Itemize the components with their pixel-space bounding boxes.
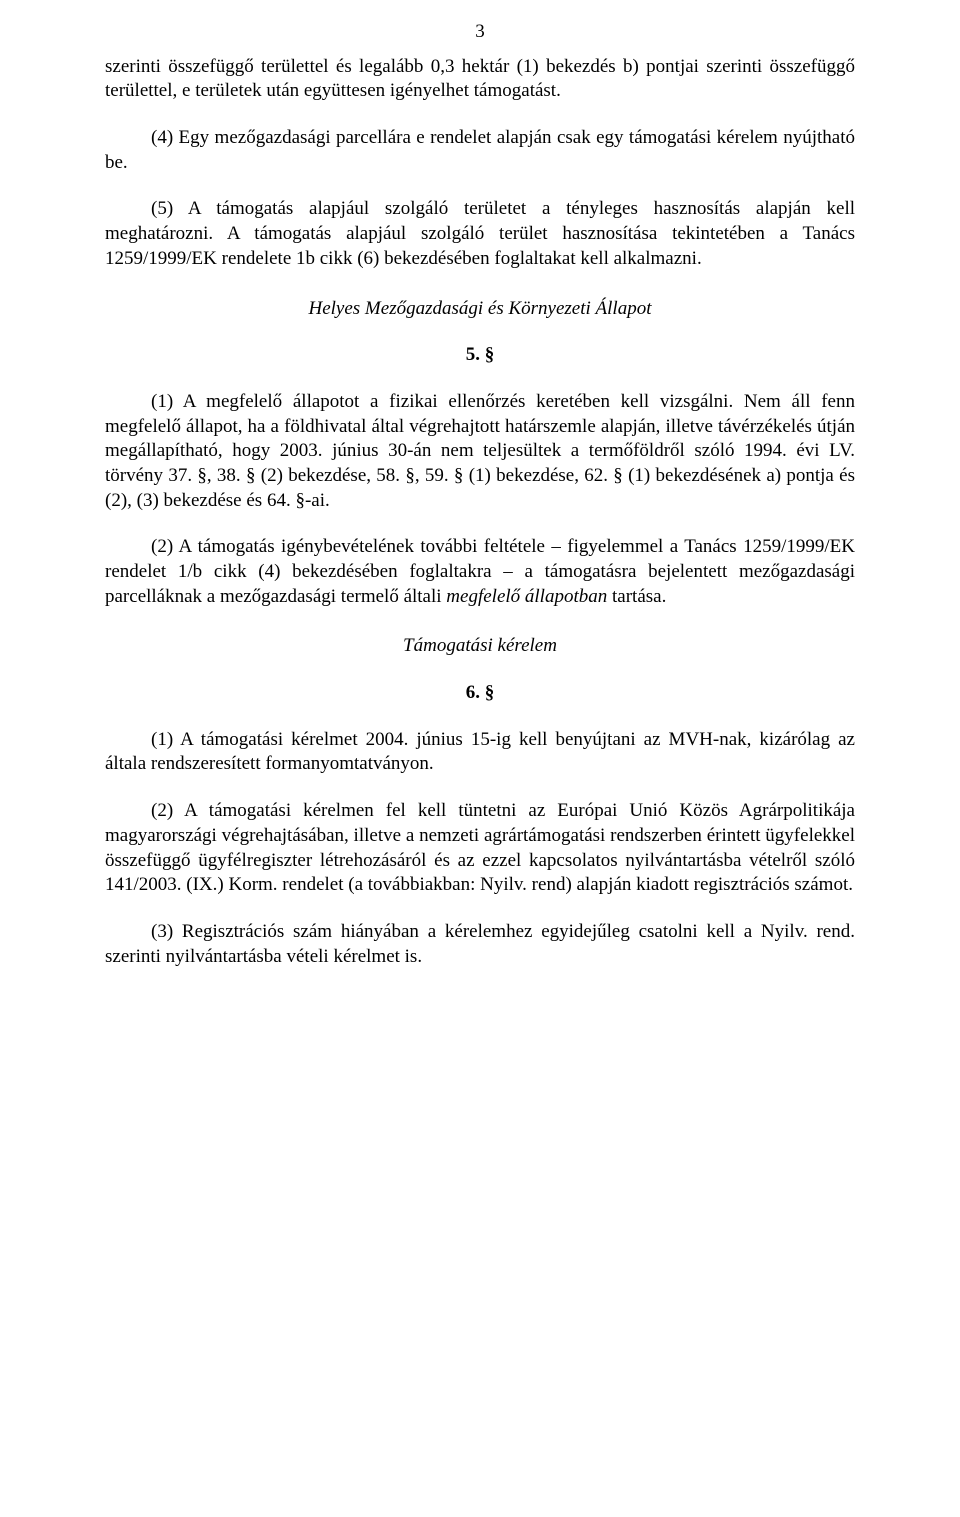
paragraph-6-3: (3) Regisztrációs szám hiányában a kérel…	[105, 920, 855, 969]
paragraph-4-2: (4) Egy mezőgazdasági parcellára e rende…	[105, 126, 855, 175]
section-title-2: Támogatási kérelem	[105, 634, 855, 659]
paragraph-5-2-text2: tartása.	[607, 586, 666, 607]
paragraph-5-2-italic: megfelelő állapotban	[446, 586, 607, 607]
paragraph-4-3: (5) A támogatás alapjául szolgáló terüle…	[105, 197, 855, 271]
paragraph-5-2: (2) A támogatás igénybevételének további…	[105, 535, 855, 609]
page-number: 3	[105, 20, 855, 45]
paragraph-6-1: (1) A támogatási kérelmet 2004. június 1…	[105, 728, 855, 777]
paragraph-6-2: (2) A támogatási kérelmen fel kell tünte…	[105, 799, 855, 898]
section-title-1: Helyes Mezőgazdasági és Környezeti Állap…	[105, 297, 855, 322]
paragraph-continuation: szerinti összefüggő területtel és legalá…	[105, 55, 855, 104]
section-number-5: 5. §	[105, 343, 855, 368]
paragraph-5-1: (1) A megfelelő állapotot a fizikai elle…	[105, 390, 855, 513]
section-number-6: 6. §	[105, 681, 855, 706]
